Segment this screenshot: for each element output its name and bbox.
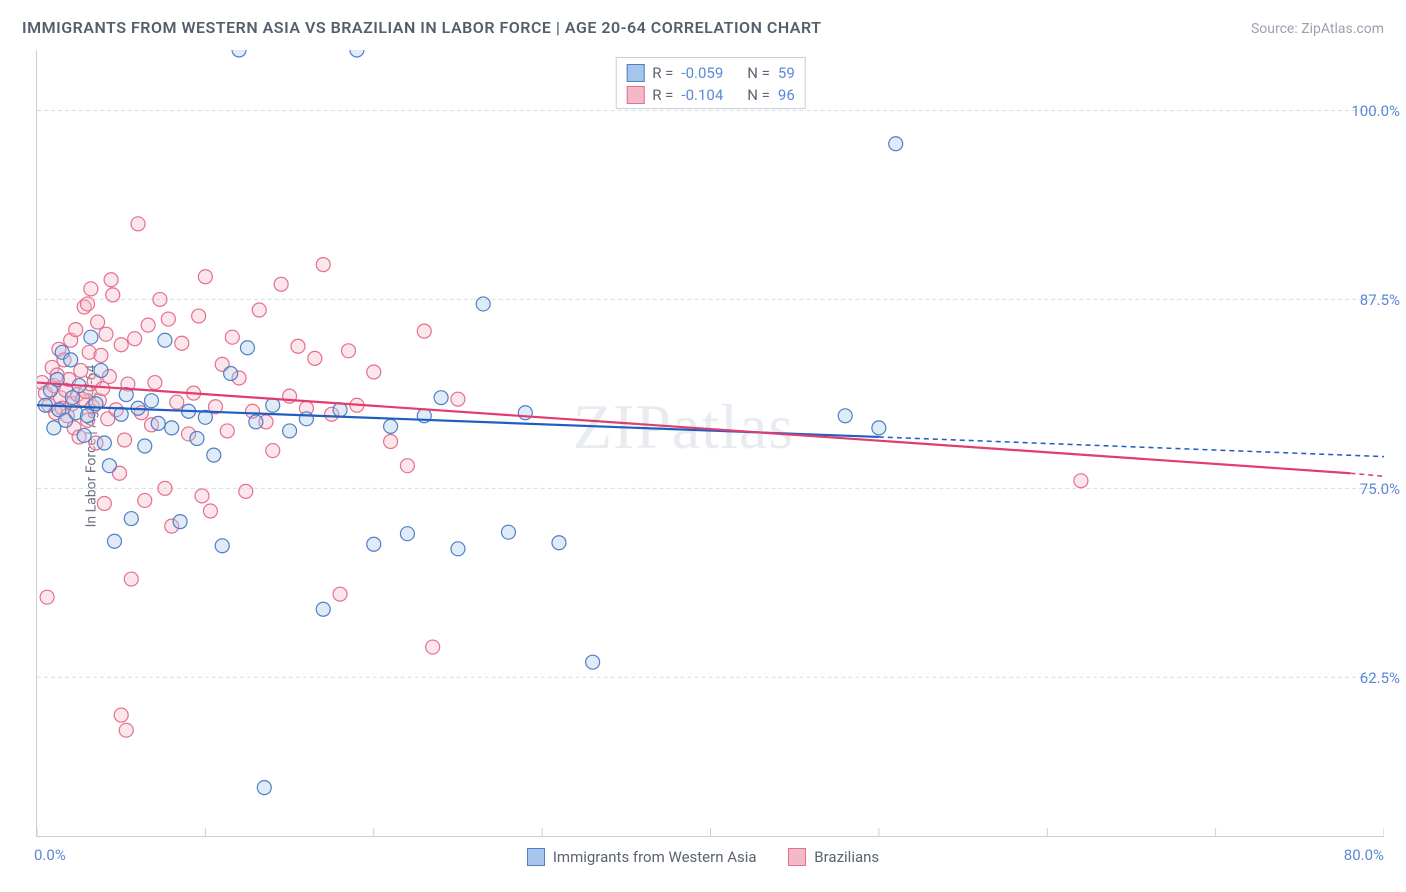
n-label: N = xyxy=(747,62,770,84)
chart-header: IMMIGRANTS FROM WESTERN ASIA VS BRAZILIA… xyxy=(22,18,1384,37)
n-value-1: 59 xyxy=(778,62,795,84)
legend-item-1: Immigrants from Western Asia xyxy=(527,848,757,866)
y-tick-label: 62.5% xyxy=(1360,669,1400,687)
correlation-row-2: R = -0.104 N = 96 xyxy=(626,84,795,106)
r-label: R = xyxy=(652,62,673,84)
correlation-row-1: R = -0.059 N = 59 xyxy=(626,62,795,84)
y-tick-label: 75.0% xyxy=(1360,480,1400,498)
legend-label-2: Brazilians xyxy=(814,848,879,866)
legend-swatch-2-icon xyxy=(788,848,806,866)
legend-swatch-1-icon xyxy=(527,848,545,866)
r-value-1: -0.059 xyxy=(681,62,723,84)
n-label: N = xyxy=(747,84,770,106)
scatter-chart xyxy=(37,50,1384,836)
legend-label-1: Immigrants from Western Asia xyxy=(553,848,757,866)
series1-swatch-icon xyxy=(626,64,644,82)
legend-item-2: Brazilians xyxy=(788,848,879,866)
series2-swatch-icon xyxy=(626,86,644,104)
source-attribution: Source: ZipAtlas.com xyxy=(1251,21,1384,37)
r-label: R = xyxy=(652,84,673,106)
y-tick-label: 87.5% xyxy=(1360,291,1400,309)
n-value-2: 96 xyxy=(778,84,795,106)
r-value-2: -0.104 xyxy=(681,84,723,106)
bottom-legend: Immigrants from Western Asia Brazilians xyxy=(0,848,1406,870)
correlation-legend-box: R = -0.059 N = 59 R = -0.104 N = 96 xyxy=(615,57,806,109)
y-tick-label: 100.0% xyxy=(1351,102,1400,120)
plot-area: ZIPatlas R = -0.059 N = 59 R = -0.104 N … xyxy=(36,50,1384,837)
chart-title: IMMIGRANTS FROM WESTERN ASIA VS BRAZILIA… xyxy=(22,18,821,37)
